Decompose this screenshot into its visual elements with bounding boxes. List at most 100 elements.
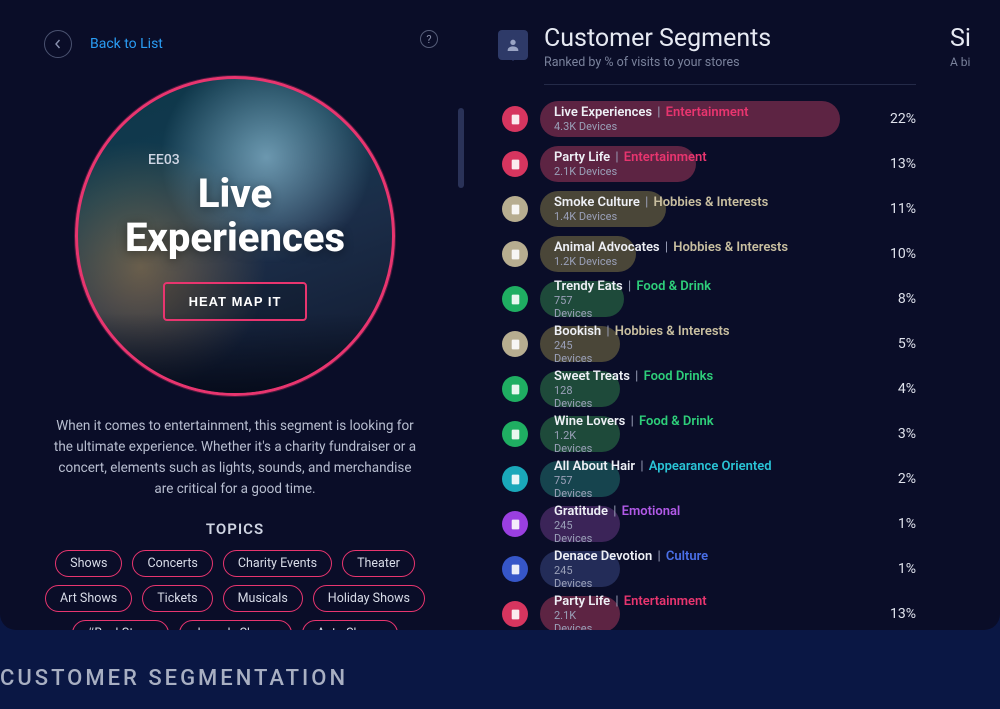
segment-devices: 1.2K Devices [554, 255, 622, 268]
topic-chip[interactable]: Jewerly Shows [179, 620, 292, 630]
segment-row[interactable]: Bookish | Hobbies & Interests245 Devices… [502, 326, 916, 362]
segment-devices: 245 Devices [554, 339, 606, 365]
segment-percent: 1% [886, 561, 916, 577]
segment-category: Hobbies & Interests [615, 324, 730, 339]
segment-percent: 5% [886, 336, 916, 352]
segment-bar: Denace Devotion | Culture245 Devices [540, 551, 620, 587]
segment-row[interactable]: Gratitude | Emotional245 Devices1% [502, 506, 916, 542]
segment-row[interactable]: Animal Advocates | Hobbies & Interests1.… [502, 236, 916, 272]
topic-chip[interactable]: Holiday Shows [313, 585, 425, 612]
segment-category: Culture [666, 549, 708, 564]
topic-chip[interactable]: Musicals [223, 585, 303, 612]
right-panel-clipped: Si A bi [940, 0, 1000, 630]
segment-name: Animal Advocates [554, 240, 660, 255]
segment-percent: 13% [878, 156, 916, 172]
segment-icon [502, 241, 528, 267]
segment-percent: 8% [886, 291, 916, 307]
segment-name: Trendy Eats [554, 279, 623, 294]
app-panel: Back to List ? EE03 LiveExperiences HEAT… [0, 0, 1000, 630]
topic-chip[interactable]: #BackStage [72, 620, 169, 630]
segment-percent: 10% [878, 246, 916, 262]
segment-devices: 128 Devices [554, 384, 606, 410]
segment-row[interactable]: Sweet Treats | Food Drinks128 Devices4% [502, 371, 916, 407]
segment-devices: 757 Devices [554, 294, 610, 320]
person-icon [498, 30, 528, 60]
topic-chip[interactable]: Charity Events [223, 550, 332, 577]
detail-panel: Back to List ? EE03 LiveExperiences HEAT… [0, 0, 470, 630]
segment-row[interactable]: Live Experiences | Entertainment4.3K Dev… [502, 101, 916, 137]
segment-category: Hobbies & Interests [653, 195, 768, 210]
topic-chip[interactable]: Art Shows [45, 585, 132, 612]
scrollbar-thumb[interactable] [458, 108, 464, 188]
segment-devices: 2.1K Devices [554, 165, 682, 178]
segments-subtitle: Ranked by % of visits to your stores [544, 55, 771, 70]
segment-devices: 245 Devices [554, 564, 606, 590]
help-icon[interactable]: ? [420, 30, 438, 48]
segment-devices: 757 Devices [554, 474, 606, 500]
segment-icon [502, 331, 528, 357]
right-title-fragment: Si [950, 24, 1000, 53]
segment-percent: 22% [878, 111, 916, 127]
segment-bar: Smoke Culture | Hobbies & Interests1.4K … [540, 191, 666, 227]
segment-devices: 245 Devices [554, 519, 606, 545]
segment-description: When it comes to entertainment, this seg… [44, 416, 426, 500]
segment-row[interactable]: Smoke Culture | Hobbies & Interests1.4K … [502, 191, 916, 227]
segment-row[interactable]: Party Life | Entertainment2.1K Devices13… [502, 596, 916, 630]
topic-chip[interactable]: Auto Shows [302, 620, 398, 630]
segment-icon [502, 511, 528, 537]
hero-gradient [78, 313, 392, 393]
segment-row[interactable]: Denace Devotion | Culture245 Devices 1% [502, 551, 916, 587]
segments-title: Customer Segments [544, 24, 771, 53]
segment-bar: Gratitude | Emotional245 Devices [540, 506, 620, 542]
segment-name: All About Hair [554, 459, 635, 474]
segment-icon [502, 466, 528, 492]
segment-name: Party Life [554, 594, 610, 609]
segment-category: Food & Drink [636, 279, 711, 294]
divider [544, 84, 916, 85]
segment-category: Entertainment [624, 594, 707, 609]
segment-category: Entertainment [666, 105, 749, 120]
segment-bar: Bookish | Hobbies & Interests245 Devices [540, 326, 620, 362]
segment-title: LiveExperiences [125, 172, 345, 260]
segment-bar: Live Experiences | Entertainment4.3K Dev… [540, 101, 840, 137]
segment-bar: Party Life | Entertainment2.1K Devices [540, 146, 696, 182]
segment-bar: Trendy Eats | Food & Drink757 Devices [540, 281, 624, 317]
segment-code: EE03 [148, 152, 180, 168]
segment-percent: 2% [886, 471, 916, 487]
segment-name: Bookish [554, 324, 601, 339]
segment-bar: Party Life | Entertainment2.1K Devices [540, 596, 620, 630]
back-link[interactable]: Back to List [90, 36, 163, 52]
segment-category: Food & Drink [639, 414, 714, 429]
topics-list: Shows Concerts Charity Events Theater Art Sh… [44, 550, 426, 630]
segment-devices: 4.3K Devices [554, 120, 826, 133]
segment-hero: EE03 LiveExperiences HEAT MAP IT [75, 76, 395, 396]
segment-icon [502, 421, 528, 447]
segments-panel: Customer Segments Ranked by % of visits … [470, 0, 940, 630]
heat-map-button[interactable]: HEAT MAP IT [163, 282, 308, 321]
segment-category: Emotional [622, 504, 681, 519]
segment-devices: 1.2K Devices [554, 429, 606, 455]
segment-name: Sweet Treats [554, 369, 630, 384]
back-button[interactable] [44, 30, 72, 58]
segment-percent: 11% [878, 201, 916, 217]
segments-list: Live Experiences | Entertainment4.3K Dev… [502, 101, 916, 630]
segment-name: Live Experiences [554, 105, 652, 120]
segment-row[interactable]: All About Hair | Appearance Oriented757 … [502, 461, 916, 497]
topic-chip[interactable]: Concerts [132, 550, 212, 577]
topic-chip[interactable]: Shows [55, 550, 122, 577]
segment-category: Appearance Oriented [649, 459, 772, 474]
topic-chip[interactable]: Theater [342, 550, 415, 577]
segment-percent: 3% [886, 426, 916, 442]
segment-icon [502, 106, 528, 132]
segment-category: Hobbies & Interests [673, 240, 788, 255]
segment-bar: Sweet Treats | Food Drinks128 Devices [540, 371, 620, 407]
segment-row[interactable]: Trendy Eats | Food & Drink757 Devices 8% [502, 281, 916, 317]
segment-row[interactable]: Party Life | Entertainment2.1K Devices 13… [502, 146, 916, 182]
segment-bar: Wine Lovers | Food & Drink1.2K Devices [540, 416, 620, 452]
segment-name: Gratitude [554, 504, 608, 519]
topic-chip[interactable]: Tickets [142, 585, 212, 612]
right-sub-fragment: A bi [950, 55, 1000, 69]
topics-heading: TOPICS [44, 520, 426, 538]
segment-name: Denace Devotion [554, 549, 652, 564]
segment-row[interactable]: Wine Lovers | Food & Drink1.2K Devices 3% [502, 416, 916, 452]
